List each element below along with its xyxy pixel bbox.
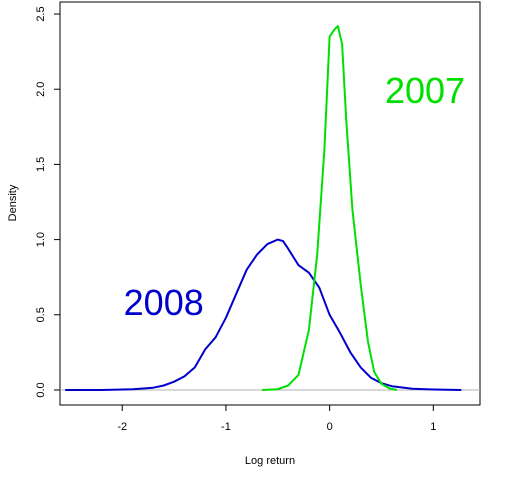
annotation-layer: 2008 2007 [124,70,465,323]
annotation-2008: 2008 [124,282,204,323]
x-tick-label: -2 [117,421,127,433]
x-tick-label: 0 [327,421,333,433]
x-tick-label: -1 [221,421,231,433]
y-tick-label: 2.0 [35,82,47,97]
y-axis: 0.0 0.5 1.0 1.5 2.0 2.5 [35,6,60,398]
plot-frame [59,1,481,406]
series-line-1 [262,25,398,391]
y-tick-label: 0.0 [35,382,47,397]
x-axis: -2 -1 0 1 [117,405,436,433]
series-layer [65,25,462,391]
x-axis-label: Log return [245,455,295,467]
y-tick-label: 1.5 [35,157,47,172]
y-tick-label: 1.0 [35,232,47,247]
y-tick-label: 2.5 [35,6,47,21]
series-line-0 [65,238,462,391]
annotation-2007: 2007 [385,70,465,111]
y-tick-label: 0.5 [35,307,47,322]
x-tick-label: 1 [430,421,436,433]
y-axis-label: Density [7,184,19,221]
